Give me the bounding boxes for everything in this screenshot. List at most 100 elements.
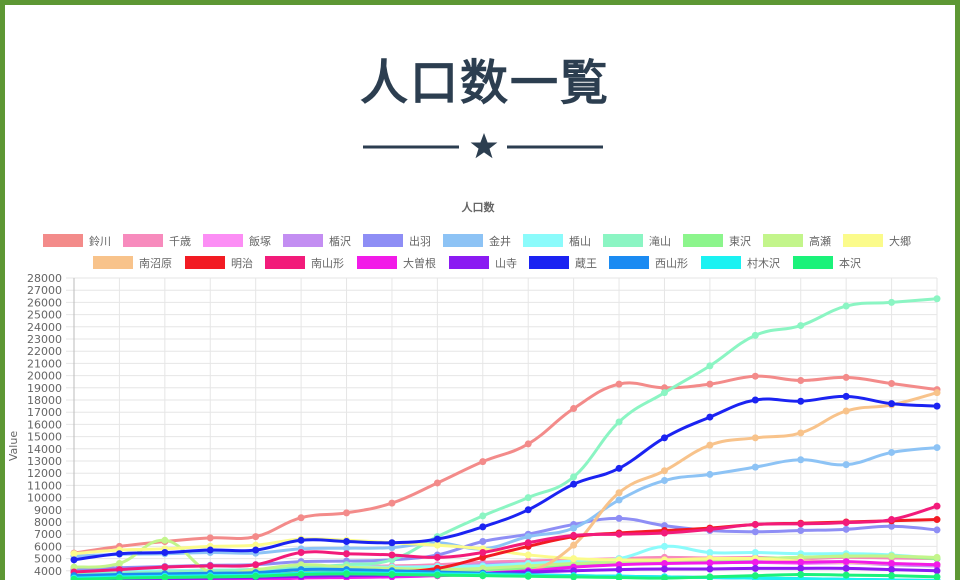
data-point[interactable] (933, 295, 941, 303)
data-point[interactable] (297, 570, 305, 578)
data-point[interactable] (751, 564, 759, 572)
data-point[interactable] (842, 564, 850, 572)
data-point[interactable] (888, 552, 896, 560)
data-point[interactable] (888, 448, 896, 456)
data-point[interactable] (751, 520, 759, 528)
data-point[interactable] (570, 567, 578, 575)
data-point[interactable] (706, 362, 714, 370)
data-point[interactable] (660, 565, 668, 573)
data-point[interactable] (388, 499, 396, 507)
data-point[interactable] (115, 559, 123, 567)
legend-item[interactable]: 出羽 (363, 234, 431, 248)
data-point[interactable] (706, 573, 714, 580)
data-point[interactable] (751, 396, 759, 404)
data-point[interactable] (161, 563, 169, 571)
data-point[interactable] (797, 527, 805, 535)
data-point[interactable] (751, 549, 759, 556)
data-point[interactable] (115, 550, 123, 558)
data-point[interactable] (842, 373, 850, 381)
data-point[interactable] (615, 380, 623, 388)
legend-item[interactable]: 滝山 (603, 234, 671, 248)
data-point[interactable] (888, 572, 896, 580)
data-point[interactable] (888, 516, 896, 524)
data-point[interactable] (615, 464, 623, 472)
data-point[interactable] (888, 559, 896, 567)
data-point[interactable] (888, 298, 896, 306)
data-point[interactable] (524, 533, 532, 541)
data-point[interactable] (479, 549, 487, 556)
legend-item[interactable]: 大曽根 (357, 256, 436, 270)
data-point[interactable] (161, 574, 169, 580)
data-point[interactable] (388, 556, 396, 564)
data-point[interactable] (842, 525, 850, 533)
data-point[interactable] (842, 558, 850, 566)
legend-item[interactable]: 楯山 (523, 234, 591, 248)
data-point[interactable] (797, 429, 805, 437)
data-point[interactable] (570, 541, 578, 549)
data-point[interactable] (524, 494, 532, 502)
data-point[interactable] (252, 533, 260, 541)
data-point[interactable] (70, 563, 78, 571)
data-point[interactable] (388, 551, 396, 559)
data-point[interactable] (888, 566, 896, 574)
data-point[interactable] (206, 534, 214, 542)
data-point[interactable] (297, 561, 305, 569)
legend-item[interactable]: 西山形 (609, 256, 688, 270)
data-point[interactable] (842, 461, 850, 469)
data-point[interactable] (570, 524, 578, 532)
data-point[interactable] (615, 489, 623, 497)
data-point[interactable] (297, 549, 305, 556)
data-point[interactable] (524, 440, 532, 448)
data-point[interactable] (161, 549, 169, 556)
data-point[interactable] (706, 413, 714, 421)
legend-item[interactable]: 南山形 (265, 256, 344, 270)
data-point[interactable] (388, 570, 396, 578)
data-point[interactable] (524, 506, 532, 514)
data-point[interactable] (70, 556, 78, 564)
data-point[interactable] (343, 550, 351, 558)
data-point[interactable] (479, 572, 487, 580)
data-point[interactable] (751, 463, 759, 471)
data-point[interactable] (615, 561, 623, 569)
legend-item[interactable]: 千歳 (123, 234, 191, 248)
data-point[interactable] (615, 530, 623, 538)
data-point[interactable] (70, 575, 78, 580)
data-point[interactable] (570, 531, 578, 539)
data-point[interactable] (888, 522, 896, 530)
data-point[interactable] (479, 523, 487, 531)
legend-item[interactable]: 蔵王 (529, 256, 597, 270)
data-point[interactable] (933, 502, 941, 510)
data-point[interactable] (888, 400, 896, 408)
legend-item[interactable]: 高瀬 (763, 234, 831, 248)
legend-item[interactable]: 南沼原 (93, 256, 172, 270)
data-point[interactable] (933, 402, 941, 410)
data-point[interactable] (751, 528, 759, 536)
data-point[interactable] (706, 559, 714, 567)
data-point[interactable] (479, 553, 487, 561)
data-point[interactable] (751, 372, 759, 380)
data-point[interactable] (933, 516, 941, 524)
data-point[interactable] (660, 389, 668, 397)
data-point[interactable] (660, 434, 668, 442)
data-point[interactable] (524, 539, 532, 547)
data-point[interactable] (206, 573, 214, 580)
data-point[interactable] (842, 407, 850, 415)
legend-item[interactable]: 鈴川 (43, 234, 111, 248)
data-point[interactable] (252, 541, 260, 549)
data-point[interactable] (433, 479, 441, 487)
data-point[interactable] (933, 389, 941, 397)
data-point[interactable] (842, 571, 850, 579)
data-point[interactable] (115, 566, 123, 574)
data-point[interactable] (161, 536, 169, 544)
data-point[interactable] (343, 570, 351, 578)
data-point[interactable] (706, 470, 714, 478)
data-point[interactable] (933, 526, 941, 534)
data-point[interactable] (252, 572, 260, 580)
data-point[interactable] (751, 434, 759, 442)
data-point[interactable] (615, 514, 623, 522)
data-point[interactable] (615, 566, 623, 574)
data-point[interactable] (615, 496, 623, 504)
legend-item[interactable]: 山寺 (449, 256, 517, 270)
data-point[interactable] (842, 302, 850, 310)
data-point[interactable] (343, 544, 351, 552)
